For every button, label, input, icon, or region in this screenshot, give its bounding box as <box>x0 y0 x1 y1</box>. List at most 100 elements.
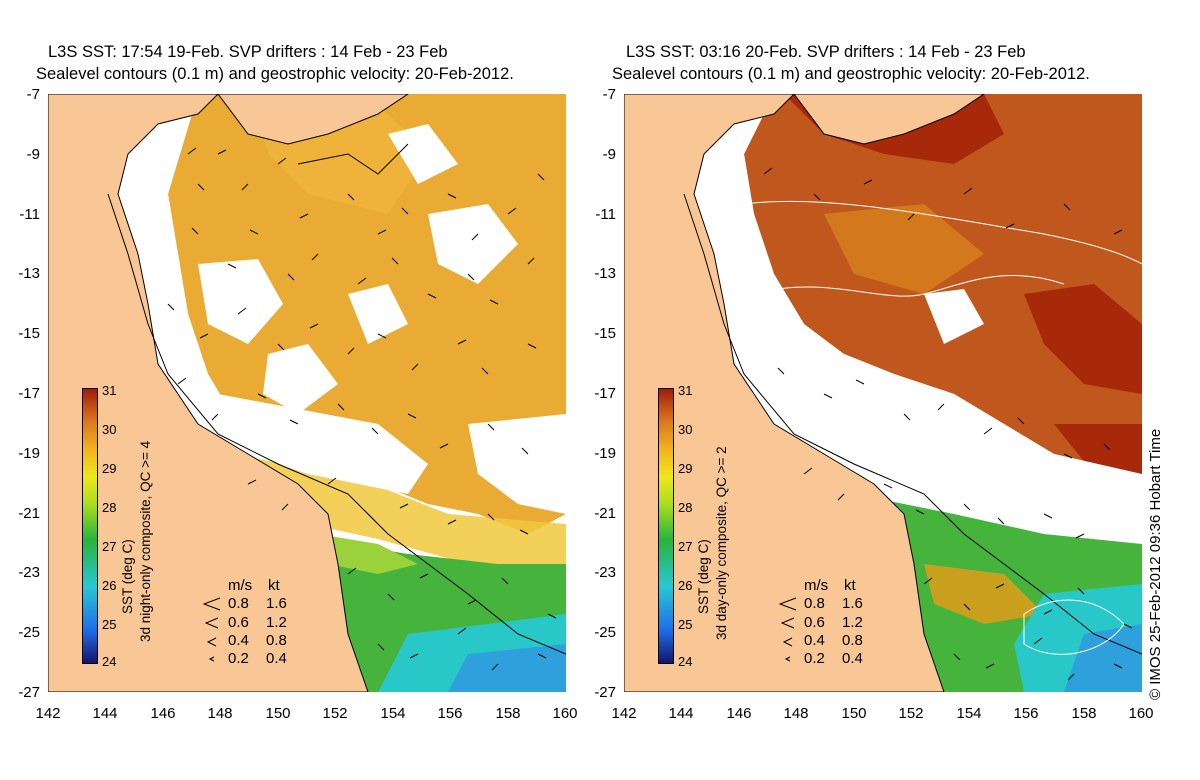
left-title-line2: Sealevel contours (0.1 m) and geostrophi… <box>36 65 514 83</box>
right-ytick: -23 <box>594 564 616 581</box>
legend-ms: 0.4 <box>228 632 249 649</box>
left-ytick: -21 <box>18 505 40 522</box>
left-cbar-tick: 27 <box>102 539 117 554</box>
left-cbar-tick: 25 <box>102 617 117 632</box>
right-cbar-tick: 25 <box>678 617 693 632</box>
right-cbar-tick: 30 <box>678 422 693 437</box>
right-xtick: 146 <box>726 705 752 722</box>
right-cbar-tick: 29 <box>678 461 693 476</box>
left-reef-outline <box>107 193 566 655</box>
legend-kt: 1.6 <box>842 595 863 612</box>
right-cbar-tick: 26 <box>678 578 693 593</box>
right-xtick: 148 <box>783 705 809 722</box>
legend-header-ms: m/s <box>804 577 829 594</box>
left-ytick: -19 <box>18 445 40 462</box>
left-cbar-tick: 28 <box>102 500 117 515</box>
left-xtick: 144 <box>92 705 118 722</box>
right-colorbar-label: SST (deg C) <box>696 539 711 614</box>
left-cbar-tick: 26 <box>102 578 117 593</box>
left-cbar-tick: 24 <box>102 654 117 669</box>
legend-kt: 0.8 <box>266 632 287 649</box>
left-composite-label: 3d night-only composite, QC >= 4 <box>138 440 153 642</box>
right-title-line2: Sealevel contours (0.1 m) and geostrophi… <box>612 65 1090 83</box>
left-ytick: -13 <box>18 265 40 282</box>
left-sst-colorbar <box>82 388 98 664</box>
left-ytick: -9 <box>26 146 40 163</box>
legend-kt: 0.4 <box>842 650 863 667</box>
right-ytick: -9 <box>602 146 616 163</box>
right-cbar-tick: 24 <box>678 654 693 669</box>
right-ytick: -19 <box>594 445 616 462</box>
left-xtick: 148 <box>207 705 233 722</box>
right-cbar-tick: 27 <box>678 539 693 554</box>
legend-ms: 0.2 <box>804 650 825 667</box>
left-xtick: 158 <box>495 705 521 722</box>
right-sst-colorbar <box>658 388 674 664</box>
right-sst-map <box>624 94 1142 692</box>
left-xtick: 146 <box>150 705 176 722</box>
legend-arrow-glyphs <box>202 597 221 662</box>
left-velocity-arrows <box>167 147 557 671</box>
left-title-line1: L3S SST: 17:54 19-Feb. SVP drifters : 14… <box>48 43 448 61</box>
left-cbar-tick: 29 <box>102 461 117 476</box>
left-ytick: -23 <box>18 564 40 581</box>
right-ytick: -7 <box>602 86 616 103</box>
left-ytick: -17 <box>18 385 40 402</box>
right-velocity-arrows <box>763 167 1133 681</box>
left-shelf-outline <box>297 143 409 175</box>
right-xtick: 156 <box>1013 705 1039 722</box>
right-ytick: -21 <box>594 505 616 522</box>
right-map-canvas <box>624 94 1142 692</box>
legend-kt: 1.2 <box>842 614 863 631</box>
right-cbar-tick: 28 <box>678 500 693 515</box>
right-xtick: 158 <box>1071 705 1097 722</box>
legend-ms: 0.8 <box>804 595 825 612</box>
left-xtick: 142 <box>35 705 61 722</box>
right-xtick: 160 <box>1128 705 1154 722</box>
right-xtick: 150 <box>841 705 867 722</box>
left-cbar-tick: 31 <box>102 383 117 398</box>
right-ytick: -13 <box>594 265 616 282</box>
right-title-line1: L3S SST: 03:16 20-Feb. SVP drifters : 14… <box>626 43 1026 61</box>
right-sst-field <box>744 94 1142 692</box>
right-xtick: 144 <box>668 705 694 722</box>
imos-credit: © IMOS 25-Feb-2012 09:36 Hobart Time <box>1147 428 1164 700</box>
left-ytick: -27 <box>18 684 40 701</box>
right-cbar-tick: 31 <box>678 383 693 398</box>
left-colorbar-label: SST (deg C) <box>120 539 135 614</box>
legend-kt: 0.4 <box>266 650 287 667</box>
right-xtick: 152 <box>898 705 924 722</box>
left-xtick: 154 <box>380 705 406 722</box>
legend-ms: 0.4 <box>804 632 825 649</box>
left-ytick: -25 <box>18 624 40 641</box>
left-cbar-tick: 30 <box>102 422 117 437</box>
left-xtick: 150 <box>265 705 291 722</box>
left-map-canvas <box>48 94 566 692</box>
right-ytick: -27 <box>594 684 616 701</box>
legend-header-ms: m/s <box>228 577 253 594</box>
right-composite-label: 3d day-only composite, QC >= 2 <box>714 446 729 640</box>
right-reef-outline <box>683 193 1142 655</box>
left-ytick: -15 <box>18 325 40 342</box>
legend-ms: 0.6 <box>804 614 825 631</box>
left-xtick: 160 <box>552 705 578 722</box>
left-land <box>48 94 409 692</box>
legend-kt: 1.6 <box>266 595 287 612</box>
right-sealevel-contours <box>743 200 1142 655</box>
right-ytick: -15 <box>594 325 616 342</box>
legend-kt: 1.2 <box>266 614 287 631</box>
legend-arrow-glyphs <box>778 597 797 662</box>
legend-ms: 0.2 <box>228 650 249 667</box>
legend-kt: 0.8 <box>842 632 863 649</box>
left-sst-map <box>48 94 566 692</box>
legend-ms: 0.6 <box>228 614 249 631</box>
legend-ms: 0.8 <box>228 595 249 612</box>
legend-header-kt: kt <box>268 577 280 594</box>
left-xtick: 156 <box>437 705 463 722</box>
right-land <box>624 94 985 692</box>
right-xtick: 142 <box>611 705 637 722</box>
left-ytick: -11 <box>19 206 40 223</box>
left-ytick: -7 <box>26 86 40 103</box>
legend-header-kt: kt <box>844 577 856 594</box>
right-ytick: -17 <box>594 385 616 402</box>
